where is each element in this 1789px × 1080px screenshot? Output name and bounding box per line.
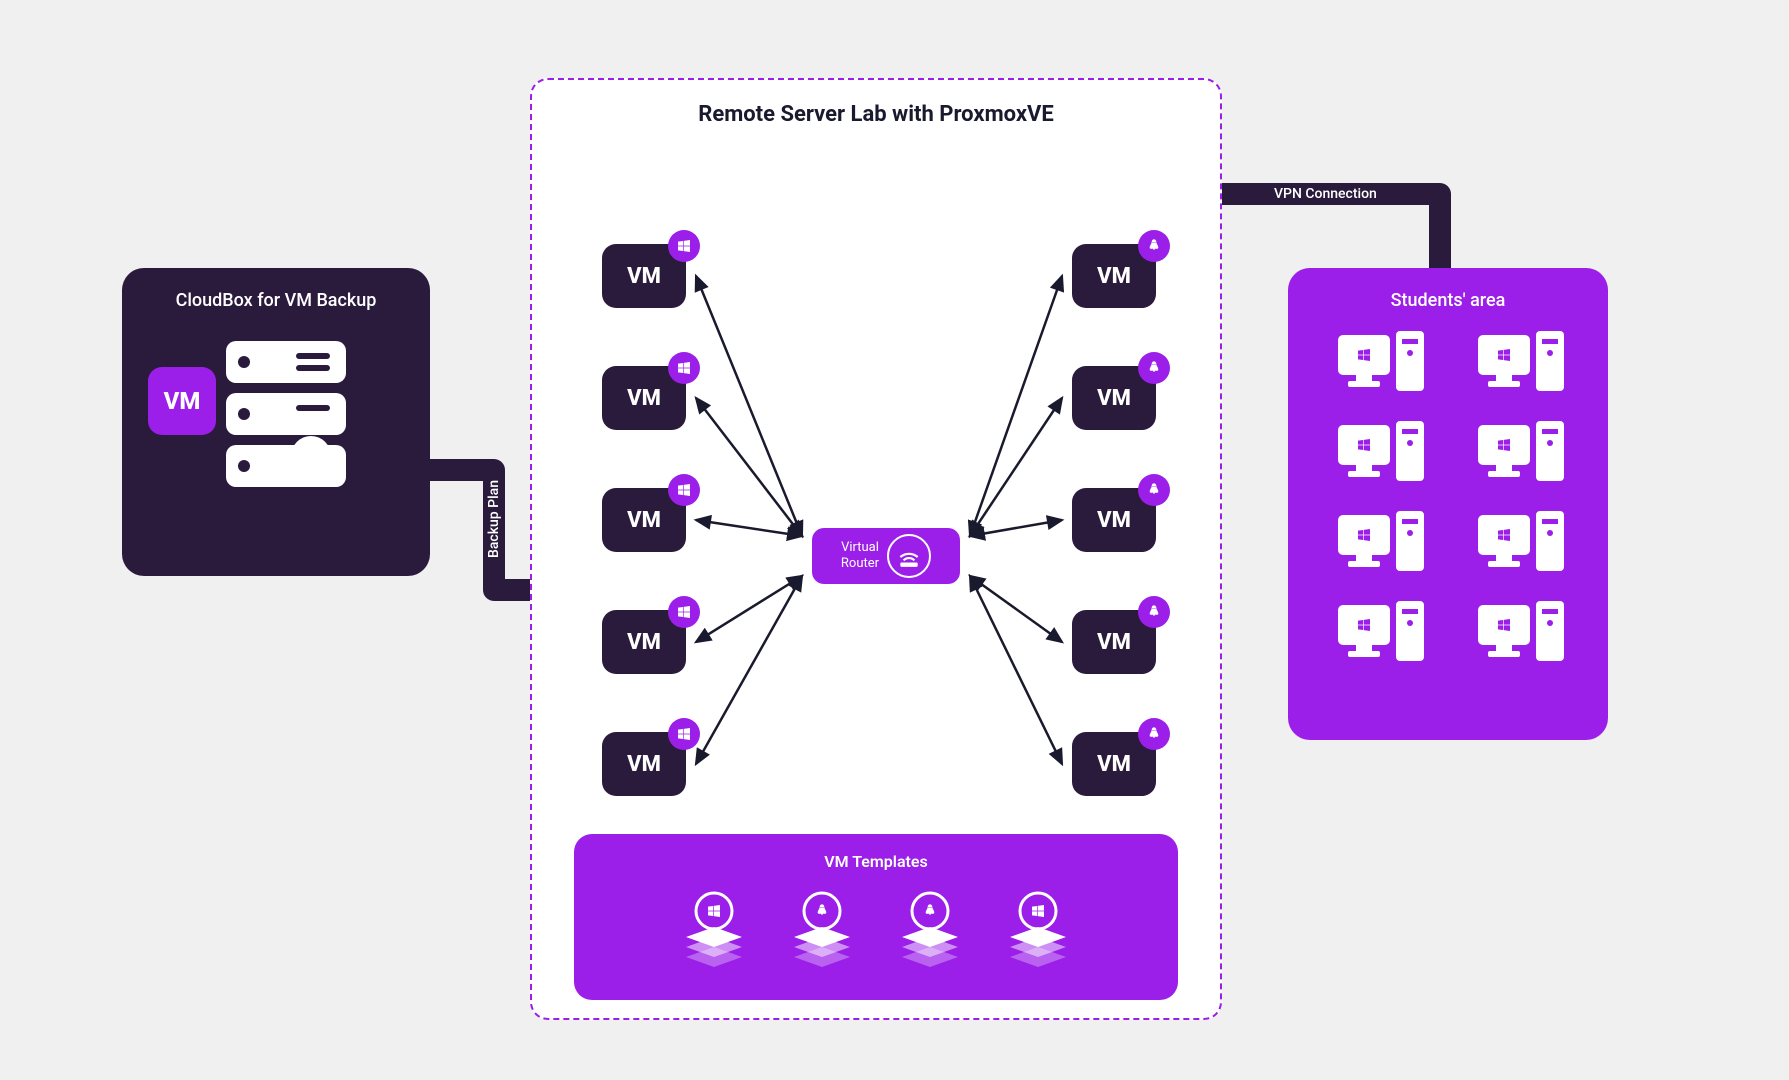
student-pc <box>1338 421 1418 483</box>
linux-icon <box>1138 474 1170 506</box>
linux-icon <box>1138 230 1170 262</box>
cloudbox-vm-badge: VM <box>148 367 216 435</box>
windows-icon <box>1496 347 1512 367</box>
vpn-label-2: VPN Connection <box>1274 186 1377 202</box>
linux-icon <box>1138 718 1170 750</box>
student-pc <box>1338 331 1418 393</box>
vm-node: VM <box>1072 488 1156 552</box>
template-item <box>1002 889 1074 977</box>
students-title: Students' area <box>1288 268 1608 311</box>
windows-icon <box>1496 437 1512 457</box>
virtual-router: VirtualRouter <box>812 528 960 584</box>
cloudbox-panel: CloudBox for VM Backup VM <box>122 268 430 576</box>
windows-icon <box>668 474 700 506</box>
vm-node: VM <box>1072 610 1156 674</box>
student-pc <box>1478 511 1558 573</box>
vm-node: VM <box>1072 732 1156 796</box>
template-item <box>894 889 966 977</box>
linux-icon <box>1138 352 1170 384</box>
windows-icon <box>1496 617 1512 637</box>
vm-node: VM <box>1072 366 1156 430</box>
windows-icon <box>1356 347 1372 367</box>
windows-icon <box>1496 527 1512 547</box>
student-pc <box>1478 601 1558 663</box>
vm-node: VM <box>1072 244 1156 308</box>
windows-icon <box>706 903 722 923</box>
student-pc <box>1338 601 1418 663</box>
windows-icon <box>1030 903 1046 923</box>
students-panel: Students' area <box>1288 268 1608 740</box>
router-label: VirtualRouter <box>841 540 879 571</box>
template-item <box>678 889 750 977</box>
windows-icon <box>668 230 700 262</box>
windows-icon <box>1356 617 1372 637</box>
student-pc <box>1478 331 1558 393</box>
windows-icon <box>1356 527 1372 547</box>
vm-node: VM <box>602 244 686 308</box>
windows-icon <box>668 352 700 384</box>
linux-icon <box>1138 596 1170 628</box>
vm-node: VM <box>602 488 686 552</box>
windows-icon <box>668 596 700 628</box>
template-item <box>786 889 858 977</box>
windows-icon <box>668 718 700 750</box>
linux-icon <box>814 903 830 923</box>
student-pc <box>1338 511 1418 573</box>
cloudbox-title: CloudBox for VM Backup <box>122 268 430 311</box>
router-icon <box>887 534 931 578</box>
vm-node: VM <box>602 610 686 674</box>
diagram-canvas: VPN Connection VPN Connection Backup Pla… <box>0 0 1789 1080</box>
backup-label: Backup Plan <box>486 480 502 558</box>
windows-icon <box>1356 437 1372 457</box>
templates-title: VM Templates <box>574 834 1178 871</box>
vm-node: VM <box>602 366 686 430</box>
lab-title: Remote Server Lab with ProxmoxVE <box>530 102 1222 127</box>
linux-icon <box>922 903 938 923</box>
student-pc <box>1478 421 1558 483</box>
vm-templates-panel: VM Templates <box>574 834 1178 1000</box>
vm-node: VM <box>602 732 686 796</box>
